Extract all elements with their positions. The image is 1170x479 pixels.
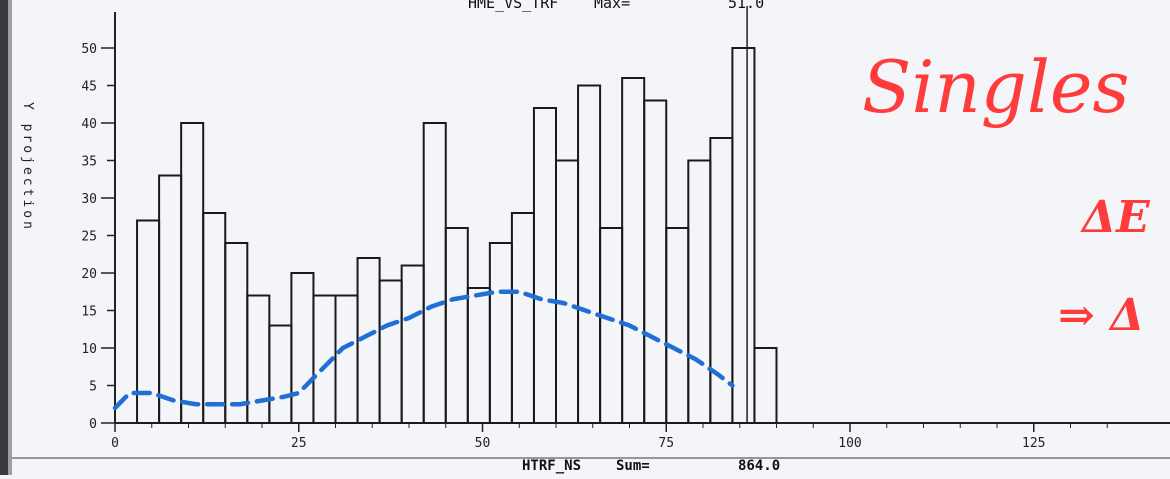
sum-value: 864.0 (738, 458, 780, 474)
histogram-bin (225, 243, 247, 423)
x-tick-label: 0 (111, 436, 119, 451)
y-tick-label: 50 (81, 42, 97, 57)
y-axis-label: Y projection (20, 102, 35, 232)
max-value: 51.0 (728, 0, 764, 12)
histogram-bin (446, 228, 468, 423)
histogram-bin (732, 48, 754, 423)
annotation-singles: Singles (862, 45, 1129, 129)
x-axis-label: HTRF_NS (522, 458, 581, 474)
histogram-bin (688, 161, 710, 424)
histogram-bin (380, 281, 402, 424)
histogram-bin (578, 86, 600, 424)
histogram-bin (291, 273, 313, 423)
y-tick-label: 45 (81, 80, 97, 95)
histogram-bin (754, 348, 776, 423)
sum-label: Sum= (616, 458, 650, 474)
y-tick-label: 25 (81, 230, 97, 245)
annotation-arrow-delta: ⇒ Δ (1058, 290, 1144, 341)
x-tick-label: 25 (291, 436, 307, 451)
histogram-bin (402, 266, 424, 424)
x-tick-label: 100 (838, 436, 861, 451)
x-tick-label: 50 (475, 436, 491, 451)
y-tick-label: 20 (81, 267, 97, 282)
y-tick-label: 15 (81, 305, 97, 320)
y-tick-label: 40 (81, 117, 97, 132)
histogram-bin (666, 228, 688, 423)
histogram-bin (159, 176, 181, 424)
page-edge-shadow (0, 0, 8, 475)
page-edge-highlight (8, 0, 12, 475)
x-tick-label: 125 (1022, 436, 1045, 451)
histogram-bin (269, 326, 291, 424)
histogram-bin (534, 108, 556, 423)
histogram-bin (468, 288, 490, 423)
y-tick-label: 10 (81, 342, 97, 357)
histogram-bin (203, 213, 225, 423)
histogram-bin (644, 101, 666, 424)
y-tick-label: 35 (81, 155, 97, 170)
histogram-bin (247, 296, 269, 424)
histogram-bin (424, 123, 446, 423)
histogram-bin (622, 78, 644, 423)
histogram-bin (600, 228, 622, 423)
histogram-bin (556, 161, 578, 424)
histogram-bars (137, 48, 776, 423)
histogram-bin (490, 243, 512, 423)
y-tick-label: 5 (89, 380, 97, 395)
histogram-bin (710, 138, 732, 423)
y-tick-label: 0 (89, 417, 97, 432)
y-tick-label: 30 (81, 192, 97, 207)
histogram-bin (336, 296, 358, 424)
histogram-bin (512, 213, 534, 423)
max-label: Max= (594, 0, 630, 12)
x-tick-label: 75 (658, 436, 674, 451)
annotation-delta-e: ΔE (1080, 192, 1151, 243)
chart-title: HME_VS_TRF (468, 0, 558, 12)
histogram-bin (181, 123, 203, 423)
